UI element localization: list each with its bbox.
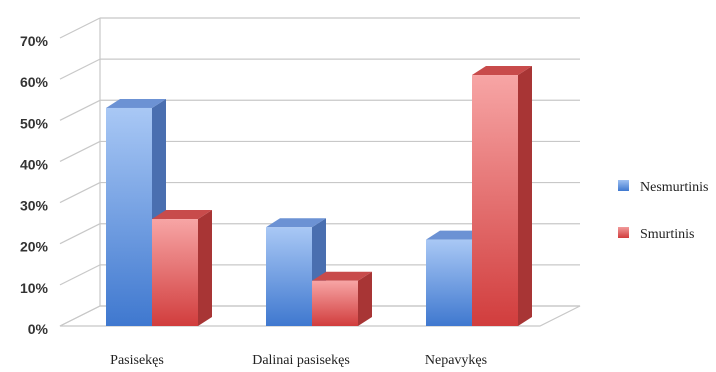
bar-front [106, 107, 152, 326]
y-tick-label: 10% [20, 280, 49, 296]
y-tick-label: 0% [28, 321, 49, 337]
y-tick-label: 60% [20, 74, 49, 90]
bar-front [426, 239, 472, 326]
bar-top [312, 271, 372, 281]
gridline-diagonal [59, 17, 101, 39]
gridline-diagonal [59, 99, 101, 121]
chart-floor [59, 305, 581, 327]
legend-swatch [618, 227, 629, 238]
y-axis-ticks: 0% 10% 20% 30% 40% 50% 60% 70% [20, 33, 49, 337]
legend-label: Nesmurtinis [640, 180, 708, 195]
y-tick-label: 20% [20, 239, 49, 255]
gridline-diagonal [59, 223, 101, 245]
gridline-diagonal [59, 140, 101, 162]
bars [106, 66, 532, 327]
gridline-diagonal [59, 182, 101, 204]
bar [312, 271, 372, 326]
bar [266, 218, 326, 326]
x-category-label: Dalinai pasisekęs [252, 353, 350, 368]
bar-top [152, 210, 212, 220]
bar-side [198, 210, 212, 326]
bar [472, 66, 532, 327]
legend-item: Nesmurtinis [618, 180, 708, 195]
y-tick-label: 70% [20, 33, 49, 49]
gridline-diagonal [59, 264, 101, 286]
bar-side [518, 66, 532, 327]
legend-item: Smurtinis [618, 227, 694, 242]
bar-side [358, 271, 372, 326]
bar-top [106, 98, 166, 108]
bar-top [266, 218, 326, 228]
bar-front [152, 219, 198, 326]
bar-front [472, 75, 518, 327]
bar [106, 98, 166, 326]
bar-top [426, 230, 486, 240]
x-axis-categories: Pasisekęs Dalinai pasisekęs Nepavykęs [110, 353, 487, 368]
y-tick-label: 40% [20, 156, 49, 172]
y-tick-label: 50% [20, 115, 49, 131]
legend-swatch [618, 180, 629, 191]
bar-front [266, 227, 312, 326]
y-tick-label: 30% [20, 198, 49, 214]
x-category-label: Pasisekęs [110, 353, 164, 368]
gridline-diagonal [59, 58, 101, 80]
x-category-label: Nepavykęs [425, 353, 487, 368]
legend-label: Smurtinis [640, 227, 694, 242]
legend: Nesmurtinis Smurtinis [618, 180, 708, 242]
bar-front [312, 280, 358, 326]
bar [152, 210, 212, 326]
bar-top [472, 66, 532, 76]
